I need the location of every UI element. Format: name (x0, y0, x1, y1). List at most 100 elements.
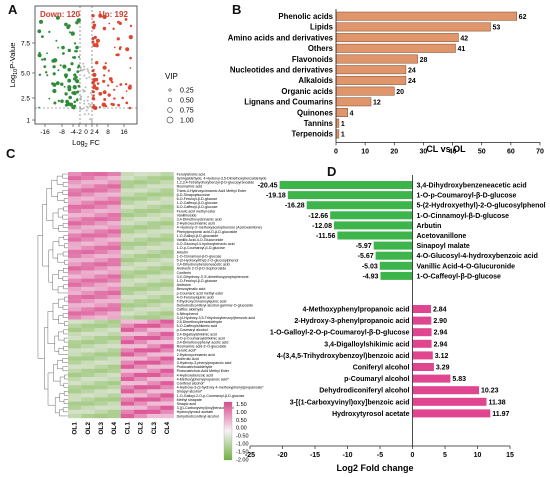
heatmap-cell (81, 225, 94, 229)
volcano-point (117, 104, 120, 107)
heatmap-cell (121, 229, 134, 233)
volcano-point (69, 31, 71, 33)
heatmap-cell (94, 279, 107, 283)
heatmap-column-label: CL1 (124, 422, 131, 435)
heatmap-cell (160, 365, 173, 369)
heatmap-cell (134, 266, 147, 270)
heatmap-cell (134, 262, 147, 266)
heatmap-cell (94, 373, 107, 377)
heatmap-cell (81, 381, 94, 385)
heatmap-cell (147, 283, 160, 287)
heatmap-cell (94, 258, 107, 262)
heatmap-cell (94, 225, 107, 229)
heatmap-cell (81, 414, 94, 418)
category-label: Others (308, 44, 334, 53)
heatmap-cell (147, 393, 160, 397)
fold-change-value-label: 3.12 (435, 353, 449, 360)
heatmap-cell (147, 258, 160, 262)
heatmap-cell (121, 398, 134, 402)
heatmap-cell (108, 377, 121, 381)
heatmap-cell (68, 373, 81, 377)
heatmap-cell (94, 406, 107, 410)
heatmap-cell (68, 275, 81, 279)
heatmap-cell (160, 332, 173, 336)
heatmap-cell (94, 410, 107, 414)
heatmap-cell (81, 344, 94, 348)
fold-change-metabolite-label: p-Coumaryl alcohol (344, 376, 409, 383)
heatmap-cell (160, 291, 173, 295)
volcano-point (70, 62, 73, 65)
heatmap-cell (121, 303, 134, 307)
heatmap-cell (121, 193, 134, 197)
category-label: Nucleotides and derivatives (230, 66, 334, 75)
heatmap-cell (68, 205, 81, 209)
heatmap-cell (68, 279, 81, 283)
volcano-point (64, 92, 67, 95)
heatmap-cell (121, 295, 134, 299)
category-x-tick-label: 0 (334, 148, 338, 155)
heatmap-cell (81, 373, 94, 377)
heatmap-cell (147, 295, 160, 299)
heatmap-cell (121, 238, 134, 242)
heatmap-cell (81, 406, 94, 410)
category-value-label: 12 (373, 100, 381, 107)
heatmap-cell (68, 303, 81, 307)
heatmap-cell (160, 275, 173, 279)
volcano-point (126, 90, 128, 92)
heatmap-cell (108, 193, 121, 197)
heatmap-cell (147, 336, 160, 340)
fold-change-bar (413, 398, 487, 406)
heatmap-cell (147, 262, 160, 266)
fold-change-metabolite-label: Arbutin (417, 223, 442, 230)
heatmap-cell (81, 229, 94, 233)
volcano-y-tick-label: 5.0 (21, 71, 30, 78)
heatmap-cell (134, 295, 147, 299)
heatmap-cell (94, 246, 107, 250)
heatmap-column-label: OL2 (85, 422, 92, 435)
heatmap-cell (134, 344, 147, 348)
heatmap-cell (108, 262, 121, 266)
heatmap-cell (160, 229, 173, 233)
volcano-point (90, 104, 92, 106)
heatmap-cell (108, 188, 121, 192)
volcano-point (103, 98, 106, 101)
heatmap-cell (134, 389, 147, 393)
volcano-point (61, 46, 65, 50)
fold-change-chart: -20.45 3,4-Dihydroxybenzeneacetic acid-19… (230, 165, 550, 477)
heatmap-cell (160, 414, 173, 418)
heatmap-cell (121, 205, 134, 209)
category-label: Organic acids (281, 87, 333, 96)
heatmap-cell (108, 357, 121, 361)
heatmap-cell (81, 258, 94, 262)
heatmap-cell (94, 361, 107, 365)
heatmap-cell (108, 209, 121, 213)
heatmap-cell (68, 246, 81, 250)
heatmap-cell (147, 414, 160, 418)
volcano-point (76, 70, 79, 73)
heatmap-cell (134, 402, 147, 406)
heatmap-cell (160, 283, 173, 287)
heatmap-cell (121, 385, 134, 389)
volcano-point (113, 89, 115, 91)
volcano-point (119, 83, 122, 86)
heatmap-cell (134, 381, 147, 385)
heatmap-cell (81, 221, 94, 225)
heatmap-cell (134, 234, 147, 238)
heatmap-cell (68, 258, 81, 262)
category-value-label: 42 (460, 35, 468, 42)
heatmap-cell (108, 389, 121, 393)
heatmap-cell (147, 406, 160, 410)
heatmap-cell (121, 410, 134, 414)
volcano-point (41, 35, 44, 38)
heatmap-cell (134, 291, 147, 295)
heatmap-cell (68, 352, 81, 356)
heatmap-cell (108, 365, 121, 369)
heatmap-cell (108, 361, 121, 365)
fold-change-bar (413, 328, 432, 336)
volcano-point (48, 31, 50, 33)
fold-change-value-label: -12.08 (312, 223, 332, 230)
volcano-point (77, 66, 79, 68)
category-label: Amino acids and derivatives (228, 33, 334, 42)
heatmap-cell (68, 316, 81, 320)
heatmap-cell (147, 389, 160, 393)
